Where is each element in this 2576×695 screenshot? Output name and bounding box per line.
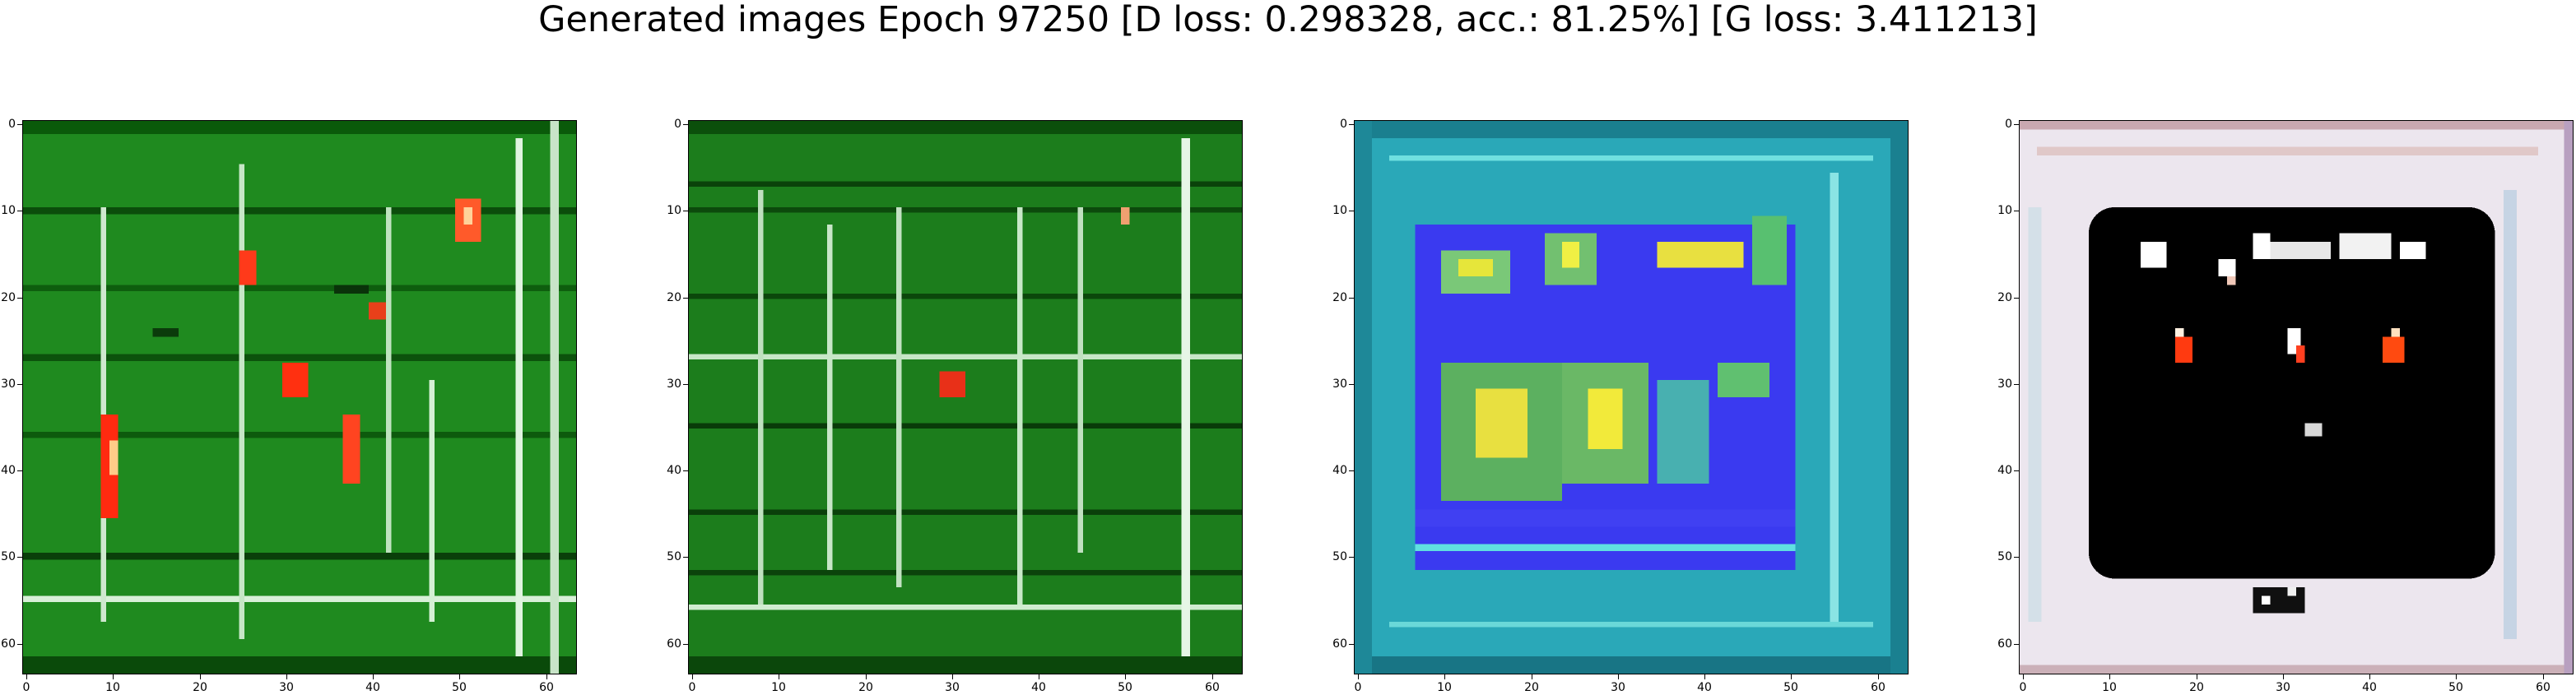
y-tick-label: 20 [1,291,16,304]
y-tick-label: 10 [1332,204,1347,217]
y-tick-label: 30 [1332,378,1347,391]
x-tick-label: 50 [452,681,467,694]
x-tick-label: 10 [1437,681,1452,694]
x-tick-label: 30 [945,681,960,694]
x-tick-label: 60 [1205,681,1220,694]
x-tick-label: 30 [2276,681,2290,694]
y-tick-label: 20 [667,291,681,304]
y-tick-label: 40 [1997,464,2012,477]
y-tick-label: 10 [1,204,16,217]
y-tick-label: 10 [667,204,681,217]
y-tick-label: 60 [1332,637,1347,651]
y-tick-label: 40 [1332,464,1347,477]
y-tick-label: 50 [1332,550,1347,563]
x-tick-label: 40 [365,681,380,694]
x-tick-label: 10 [771,681,786,694]
y-tick-label: 0 [8,118,16,131]
generated-image-2 [688,120,1243,674]
subplot-2: 0 10 20 30 40 50 60 0 10 20 30 40 50 60 [667,118,1243,694]
x-tick-label: 50 [1783,681,1798,694]
x-tick-label: 0 [688,681,696,694]
y-tick-label: 60 [1,637,16,651]
x-tick-label: 40 [2362,681,2377,694]
subplot-3: 0 10 20 30 40 50 60 0 10 20 30 40 50 60 [1332,118,1909,694]
y-tick-label: 30 [1,378,16,391]
x-tick-label: 0 [1354,681,1362,694]
y-tick-label: 40 [667,464,681,477]
x-tick-label: 0 [22,681,30,694]
x-tick-label: 10 [105,681,120,694]
x-tick-label: 20 [1524,681,1539,694]
x-tick-label: 10 [2102,681,2117,694]
y-tick-label: 50 [667,550,681,563]
y-tick-label: 0 [674,118,681,131]
x-tick-label: 40 [1697,681,1712,694]
subplot-4: 0 10 20 30 40 50 60 0 10 20 30 40 50 60 [1997,118,2574,694]
x-tick-label: 20 [858,681,873,694]
x-tick-label: 0 [2019,681,2027,694]
y-tick-label: 0 [2005,118,2012,131]
x-tick-label: 60 [539,681,554,694]
y-tick-label: 10 [1997,204,2012,217]
generated-image-3 [1354,120,1909,674]
y-tick-label: 60 [1997,637,2012,651]
x-tick-label: 60 [1871,681,1886,694]
y-tick-label: 60 [667,637,681,651]
x-tick-label: 50 [2448,681,2463,694]
x-tick-label: 30 [1611,681,1625,694]
x-tick-label: 60 [2536,681,2550,694]
x-tick-label: 20 [193,681,207,694]
y-tick-label: 50 [1997,550,2012,563]
y-tick-label: 20 [1997,291,2012,304]
x-tick-label: 20 [2189,681,2204,694]
y-tick-label: 0 [1340,118,1347,131]
x-tick-label: 40 [1031,681,1046,694]
x-tick-label: 30 [279,681,294,694]
y-tick-label: 30 [1997,378,2012,391]
generated-image-4 [2019,120,2574,674]
y-tick-label: 30 [667,378,681,391]
y-tick-label: 20 [1332,291,1347,304]
y-tick-label: 40 [1,464,16,477]
generated-image-1 [22,120,577,674]
subplot-1: 0 10 20 30 40 50 60 0 10 20 30 40 50 60 [1,118,577,694]
y-tick-label: 50 [1,550,16,563]
figure-title: Generated images Epoch 97250 [D loss: 0.… [538,0,2038,40]
x-tick-label: 50 [1118,681,1132,694]
